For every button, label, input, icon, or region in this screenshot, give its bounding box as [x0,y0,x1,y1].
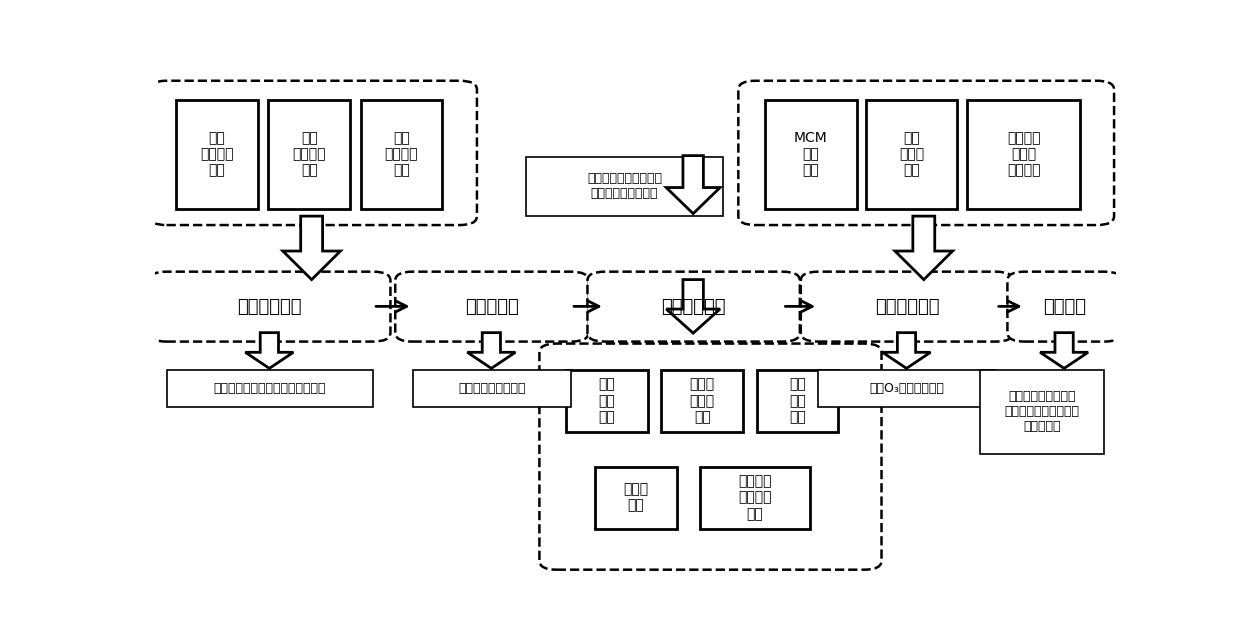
FancyBboxPatch shape [268,100,350,209]
Polygon shape [883,333,930,368]
FancyBboxPatch shape [588,272,800,341]
Text: 与残留层
气体交换
模块: 与残留层 气体交换 模块 [738,475,771,521]
Polygon shape [666,279,720,333]
Polygon shape [283,216,341,279]
FancyBboxPatch shape [765,100,857,209]
FancyBboxPatch shape [539,343,882,570]
FancyBboxPatch shape [149,272,391,341]
Text: 边界层
日变化
模块: 边界层 日变化 模块 [689,377,714,424]
Text: 大气化学模块: 大气化学模块 [874,298,939,316]
Text: 读入
排放数据
模块: 读入 排放数据 模块 [293,131,326,177]
Text: 设置污染物初始浓度: 设置污染物初始浓度 [458,382,526,395]
Text: 设置输出特定污染物
的浓度和特定化学反应
过程的速率: 设置输出特定污染物 的浓度和特定化学反应 过程的速率 [1004,390,1080,433]
FancyBboxPatch shape [567,370,649,432]
Text: 筛选、读入、检查、传递排放数据: 筛选、读入、检查、传递排放数据 [213,382,326,395]
Polygon shape [246,333,294,368]
FancyBboxPatch shape [756,370,838,432]
Text: 干沉降
模块: 干沉降 模块 [624,482,649,513]
Text: 加入O₃化学生成过程: 加入O₃化学生成过程 [869,382,945,395]
Text: 输出模块: 输出模块 [1043,298,1086,316]
FancyBboxPatch shape [738,80,1114,225]
FancyBboxPatch shape [866,100,957,209]
Text: 筛选
排放数据
模块: 筛选 排放数据 模块 [200,131,233,177]
FancyBboxPatch shape [699,466,811,529]
Text: MCM
化学
模块: MCM 化学 模块 [794,131,828,177]
FancyBboxPatch shape [396,272,589,341]
Text: 大气
氯化学
模块: 大气 氯化学 模块 [899,131,924,177]
FancyBboxPatch shape [176,100,258,209]
FancyBboxPatch shape [818,370,996,407]
Polygon shape [666,156,720,214]
FancyBboxPatch shape [801,272,1013,341]
FancyBboxPatch shape [413,370,572,407]
FancyBboxPatch shape [661,370,743,432]
FancyBboxPatch shape [149,80,477,225]
Text: 传递
排放数据
模块: 传递 排放数据 模块 [384,131,418,177]
FancyBboxPatch shape [1007,272,1122,341]
FancyBboxPatch shape [967,100,1080,209]
FancyBboxPatch shape [166,370,373,407]
Text: 气团
传输
模块: 气团 传输 模块 [789,377,806,424]
Text: 太阳
辐射
模块: 太阳 辐射 模块 [599,377,615,424]
FancyBboxPatch shape [595,466,677,529]
FancyBboxPatch shape [361,100,443,209]
Polygon shape [1040,333,1089,368]
Polygon shape [467,333,516,368]
FancyBboxPatch shape [980,370,1105,454]
FancyBboxPatch shape [526,156,723,216]
Polygon shape [895,216,952,279]
Text: 氮氧化物
非均相
化学模块: 氮氧化物 非均相 化学模块 [1007,131,1040,177]
Text: 加入大气传输、光解、
气体交换等物理过程: 加入大气传输、光解、 气体交换等物理过程 [587,173,662,200]
Text: 初始化模块: 初始化模块 [465,298,518,316]
Text: 排放输入模块: 排放输入模块 [238,298,303,316]
Text: 大气物理模块: 大气物理模块 [661,298,725,316]
